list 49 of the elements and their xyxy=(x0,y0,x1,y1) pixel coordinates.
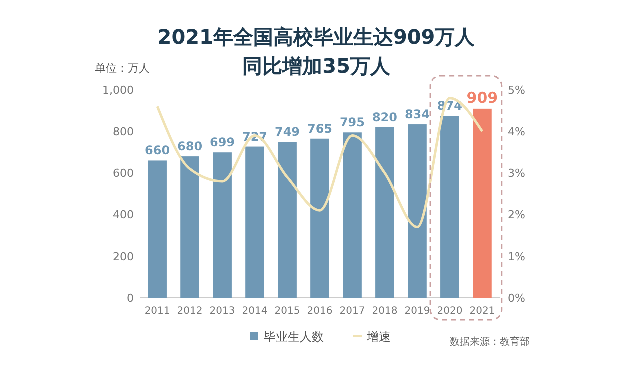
source-note: 数据来源：教育部 xyxy=(450,336,530,348)
data-label: 749 xyxy=(274,125,300,140)
data-label: 834 xyxy=(404,108,430,122)
y2-tick-label: 3% xyxy=(508,167,526,180)
data-label: 795 xyxy=(340,116,366,130)
bar xyxy=(148,160,167,298)
bar xyxy=(473,108,492,298)
x-tick-label: 2015 xyxy=(274,306,300,317)
bar xyxy=(408,124,427,298)
y-tick-label: 800 xyxy=(113,125,134,138)
chart-title: 2021年全国高校毕业生达909万人 xyxy=(158,25,476,49)
y-axis-title: 单位：万人 xyxy=(95,62,150,75)
legend-label: 毕业生人数 xyxy=(264,330,324,344)
x-tick-label: 2017 xyxy=(340,306,366,317)
y-tick-label: 1,000 xyxy=(102,84,134,97)
bar xyxy=(343,132,362,298)
y-tick-label: 200 xyxy=(113,250,134,264)
bar xyxy=(310,138,330,298)
x-tick-label: 2019 xyxy=(404,306,430,317)
x-tick-label: 2016 xyxy=(307,306,333,317)
data-label: 660 xyxy=(145,144,170,158)
y2-tick-label: 1% xyxy=(508,250,526,264)
y2-tick-label: 5% xyxy=(508,84,526,97)
y-tick-label: 0 xyxy=(127,292,134,305)
bar xyxy=(246,146,264,298)
y-tick-label: 600 xyxy=(113,167,134,180)
bar xyxy=(180,156,200,298)
bar xyxy=(213,152,232,298)
x-tick-label: 2021 xyxy=(470,306,496,317)
data-label: 820 xyxy=(372,110,398,124)
data-label: 765 xyxy=(307,122,333,136)
data-label: 699 xyxy=(210,136,236,150)
bar xyxy=(440,116,460,298)
data-label: 909 xyxy=(466,88,498,107)
bar xyxy=(376,127,394,298)
data-label: 680 xyxy=(178,140,203,154)
y2-tick-label: 4% xyxy=(508,125,526,138)
x-tick-label: 2012 xyxy=(177,306,203,317)
x-tick-label: 2014 xyxy=(242,306,268,317)
y2-tick-label: 0% xyxy=(508,292,526,305)
y-tick-label: 400 xyxy=(113,208,134,222)
y2-tick-label: 2% xyxy=(508,208,526,222)
x-tick-label: 2018 xyxy=(372,306,398,317)
bar xyxy=(278,142,297,298)
x-tick-label: 2011 xyxy=(144,306,170,317)
x-tick-label: 2013 xyxy=(210,306,236,317)
x-tick-label: 2020 xyxy=(437,306,463,317)
legend-label: 增速 xyxy=(366,330,391,344)
chart-subtitle: 同比增加35万人 xyxy=(242,54,392,78)
